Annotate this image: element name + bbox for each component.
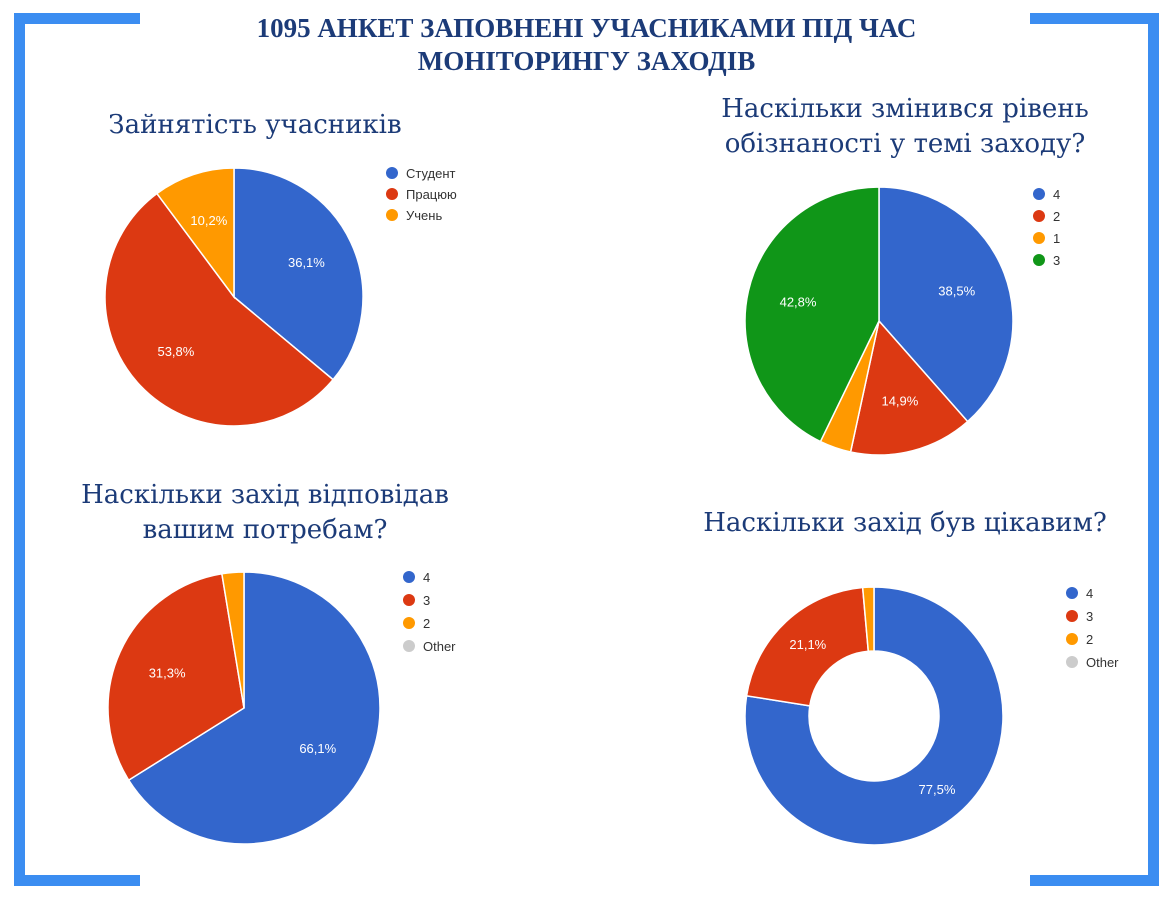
pie-slice-3 [107,572,245,782]
page-title-line-2: МОНІТОРИНГУ ЗАХОДІВ [417,46,756,76]
pie-slice-2 [849,319,969,456]
frame-bottom-left-h [14,875,140,886]
legend-swatch [1033,232,1045,244]
legend-label: Other [1086,655,1119,670]
slice-value-label: 36,1% [288,255,325,270]
legend-swatch [403,594,415,606]
legend-label: 2 [423,616,430,631]
pie-slice-працюю [104,192,335,427]
legend-swatch [403,617,415,629]
frame-top-left-h [14,13,140,24]
legend-label: 3 [1053,253,1060,268]
frame-top-right-v [1148,13,1159,886]
frame-top-right-h [1030,13,1159,24]
legend-label: Працюю [406,187,457,202]
legend-swatch [386,188,398,200]
frame-top-left-v [14,13,25,886]
legend-swatch [403,571,415,583]
legend-swatch [1066,633,1078,645]
chart-title-awareness-line-2: обізнаності у темі заходу? [724,129,1086,159]
legend-label: 4 [1053,187,1060,202]
chart-title-interest: Наскільки захід був цікавим? [680,506,1130,541]
slice-value-label: 10,2% [190,213,227,228]
slice-value-label: 14,9% [881,393,918,408]
chart-title-employment-line-1: Зайнятість учасників [108,110,402,140]
pie-slice-3 [745,586,870,707]
legend-swatch [403,640,415,652]
legend-swatch [386,209,398,221]
pie-slice-2 [221,571,245,709]
legend-label: 4 [423,570,430,585]
interest-donut-chart: 77,5% 21,1% 4 3 2 Other [744,586,1119,846]
legend-swatch [386,167,398,179]
pie-slice-студент [233,167,364,381]
legend-label: 4 [1086,586,1093,601]
legend-label: Учень [406,208,442,223]
legend-label: 3 [423,593,430,608]
frame-bottom-right-h [1030,875,1159,886]
page-title-line-1: 1095 АНКЕТ ЗАПОВНЕНІ УЧАСНИКАМИ ПІД ЧАС [256,13,917,43]
pie-slice-4 [127,571,381,845]
slice-value-label: 66,1% [299,741,336,756]
awareness-pie-chart: 38,5% 14,9% 42,8% 4 2 1 3 [744,186,1060,456]
pie-slice-2 [861,586,875,653]
slice-value-label: 21,1% [789,637,826,652]
slice-value-label: 42,8% [780,294,817,309]
chart-title-employment: Зайнятість учасників [60,108,450,143]
legend-swatch [1066,656,1078,668]
legend-swatch [1033,188,1045,200]
chart-title-needs-line-2: вашим потребам? [142,515,388,545]
chart-title-needs: Наскільки захід відповідав вашим потреба… [40,478,490,548]
legend-swatch [1033,210,1045,222]
needs-pie-chart: 66,1% 31,3% 4 3 2 Other [107,570,456,845]
pie-slice-3 [744,186,880,443]
legend-label: 3 [1086,609,1093,624]
legend-swatch [1066,587,1078,599]
pie-slice-4 [878,186,1014,423]
legend-swatch [1033,254,1045,266]
slice-value-label: 31,3% [149,665,186,680]
pie-slice-учень [155,167,235,300]
legend-label: 2 [1053,209,1060,224]
slice-value-label: 38,5% [938,284,975,299]
chart-title-needs-line-1: Наскільки захід відповідав [81,480,449,510]
slice-value-label: 53,8% [157,344,194,359]
chart-title-awareness: Наскільки змінився рівень обізнаності у … [670,92,1140,162]
legend-label: 2 [1086,632,1093,647]
legend-label: Other [423,639,456,654]
legend-swatch [1066,610,1078,622]
slice-value-label: 77,5% [919,782,956,797]
chart-title-interest-line-1: Наскільки захід був цікавим? [703,508,1107,538]
page-title: 1095 АНКЕТ ЗАПОВНЕНІ УЧАСНИКАМИ ПІД ЧАС … [0,12,1173,78]
legend-label: Студент [406,166,456,181]
legend-label: 1 [1053,231,1060,246]
employment-pie-chart: 36,1% 53,8% 10,2% Студент Працюю Учень [104,166,457,427]
pie-slice-4 [744,586,1004,846]
chart-title-awareness-line-1: Наскільки змінився рівень [721,94,1089,124]
